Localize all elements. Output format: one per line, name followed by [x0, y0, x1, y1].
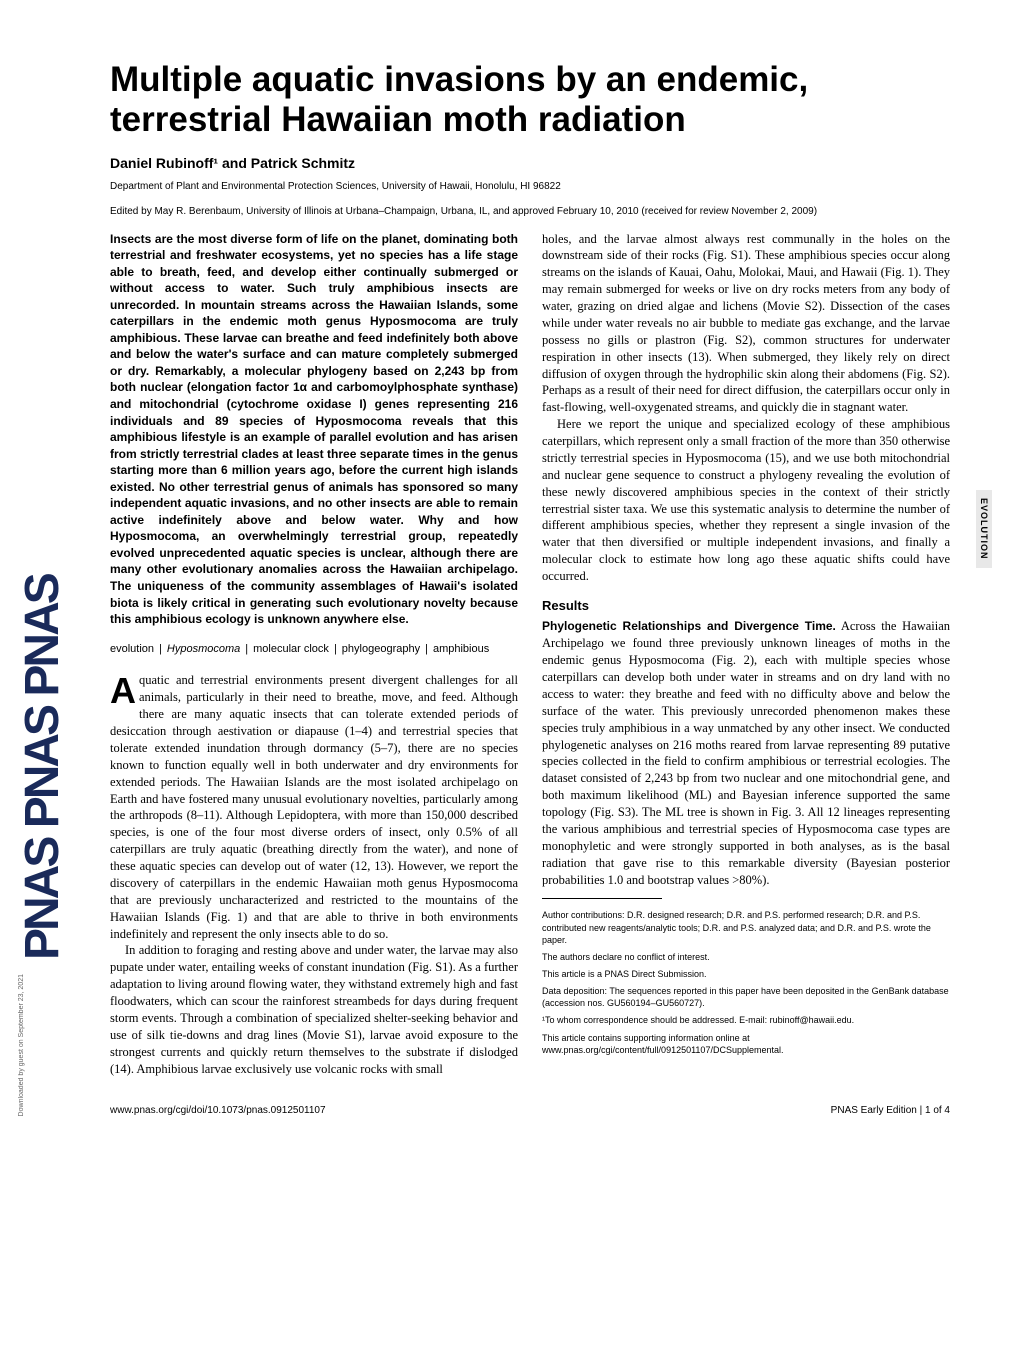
dropcap: A: [110, 672, 139, 707]
article-body: Insects are the most diverse form of lif…: [110, 231, 950, 1078]
author-contributions: Author contributions: D.R. designed rese…: [542, 909, 950, 945]
body-paragraph: holes, and the larvae almost always rest…: [542, 231, 950, 417]
pnas-logo: PNAS PNAS PNAS: [15, 60, 70, 960]
keywords: evolution|Hyposmocoma|molecular clock|ph…: [110, 642, 518, 657]
results-subheading: Phylogenetic Relationships and Divergenc…: [542, 619, 836, 633]
journal-logo-sidebar: PNAS PNAS PNAS: [15, 60, 70, 960]
keyword: amphibious: [433, 643, 489, 655]
keyword: evolution: [110, 643, 154, 655]
results-heading: Results: [542, 597, 950, 615]
data-deposition: Data deposition: The sequences reported …: [542, 985, 950, 1009]
article-edited-by: Edited by May R. Berenbaum, University o…: [110, 206, 950, 217]
section-side-label: EVOLUTION: [976, 490, 992, 568]
keyword: Hyposmocoma: [167, 643, 240, 655]
footer-doi: www.pnas.org/cgi/doi/10.1073/pnas.091250…: [110, 1105, 326, 1116]
keyword: phylogeography: [342, 643, 420, 655]
article-page: PNAS PNAS PNAS EVOLUTION Downloaded by g…: [0, 0, 1020, 1146]
abstract: Insects are the most diverse form of lif…: [110, 231, 518, 628]
keyword: molecular clock: [253, 643, 329, 655]
download-note: Downloaded by guest on September 23, 202…: [18, 974, 25, 1116]
article-title: Multiple aquatic invasions by an endemic…: [110, 60, 950, 141]
results-paragraph: Phylogenetic Relationships and Divergenc…: [542, 618, 950, 888]
body-paragraph: In addition to foraging and resting abov…: [110, 942, 518, 1077]
page-footer: www.pnas.org/cgi/doi/10.1073/pnas.091250…: [110, 1097, 950, 1116]
author-notes-separator: [542, 898, 662, 899]
correspondence: ¹To whom correspondence should be addres…: [542, 1014, 950, 1026]
author-notes: Author contributions: D.R. designed rese…: [542, 909, 950, 1055]
direct-submission: This article is a PNAS Direct Submission…: [542, 968, 950, 980]
supporting-info: This article contains supporting informa…: [542, 1032, 950, 1056]
footer-page-info: PNAS Early Edition | 1 of 4: [831, 1105, 950, 1116]
article-authors: Daniel Rubinoff¹ and Patrick Schmitz: [110, 155, 950, 171]
article-affiliation: Department of Plant and Environmental Pr…: [110, 181, 950, 192]
conflict-statement: The authors declare no conflict of inter…: [542, 951, 950, 963]
body-paragraph: Aquatic and terrestrial environments pre…: [110, 672, 518, 942]
body-paragraph: Here we report the unique and specialize…: [542, 416, 950, 585]
